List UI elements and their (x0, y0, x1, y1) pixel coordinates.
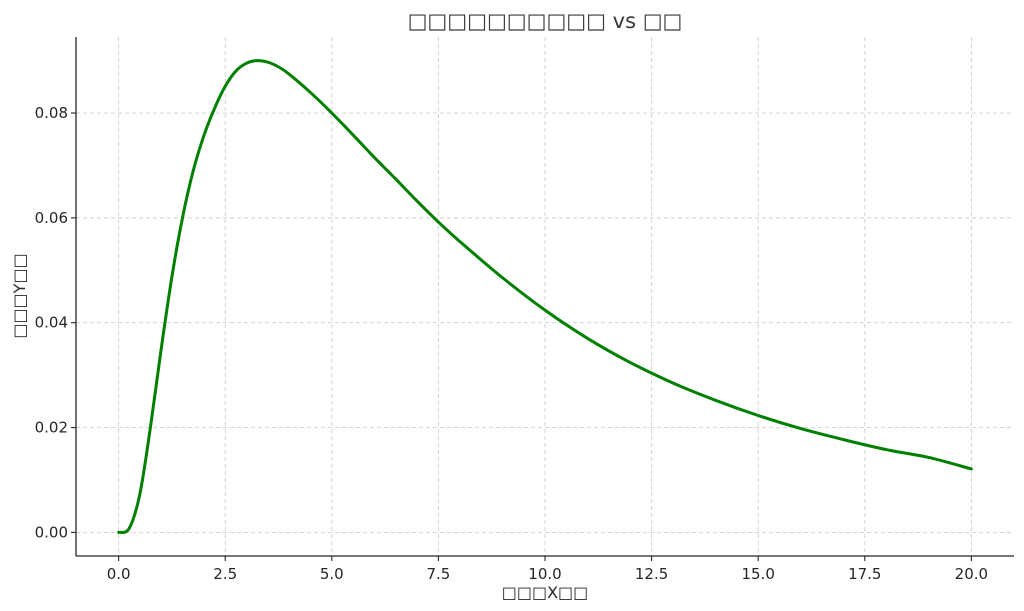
y-tick-label: 0.00 (35, 523, 68, 541)
x-tick-label: 7.5 (426, 565, 450, 583)
x-tick-label: 0.0 (107, 565, 131, 583)
x-tick-label: 10.0 (528, 565, 561, 583)
y-tick-label: 0.08 (35, 104, 68, 122)
x-ticks: 0.0 2.5 5.0 7.5 10.0 12.5 15.0 17.5 20.0 (107, 556, 988, 583)
chart-title: □□□□□□□□□□ vs □□ (408, 9, 683, 33)
x-tick-label: 2.5 (213, 565, 237, 583)
y-tick-label: 0.02 (35, 419, 68, 437)
series-line (117, 59, 973, 534)
x-tick-label: 20.0 (955, 565, 988, 583)
y-ticks: 0.00 0.02 0.04 0.06 0.08 (35, 104, 76, 541)
x-tick-label: 15.0 (741, 565, 774, 583)
x-axis-label: □□□X□□ (502, 583, 589, 602)
grid (76, 37, 1014, 556)
y-axis-label: □□□Y□□ (10, 253, 29, 338)
x-tick-label: 17.5 (848, 565, 881, 583)
x-tick-label: 5.0 (320, 565, 344, 583)
y-tick-label: 0.04 (35, 314, 68, 332)
y-tick-label: 0.06 (35, 209, 68, 227)
series-layer (117, 59, 973, 534)
x-tick-label: 12.5 (635, 565, 668, 583)
